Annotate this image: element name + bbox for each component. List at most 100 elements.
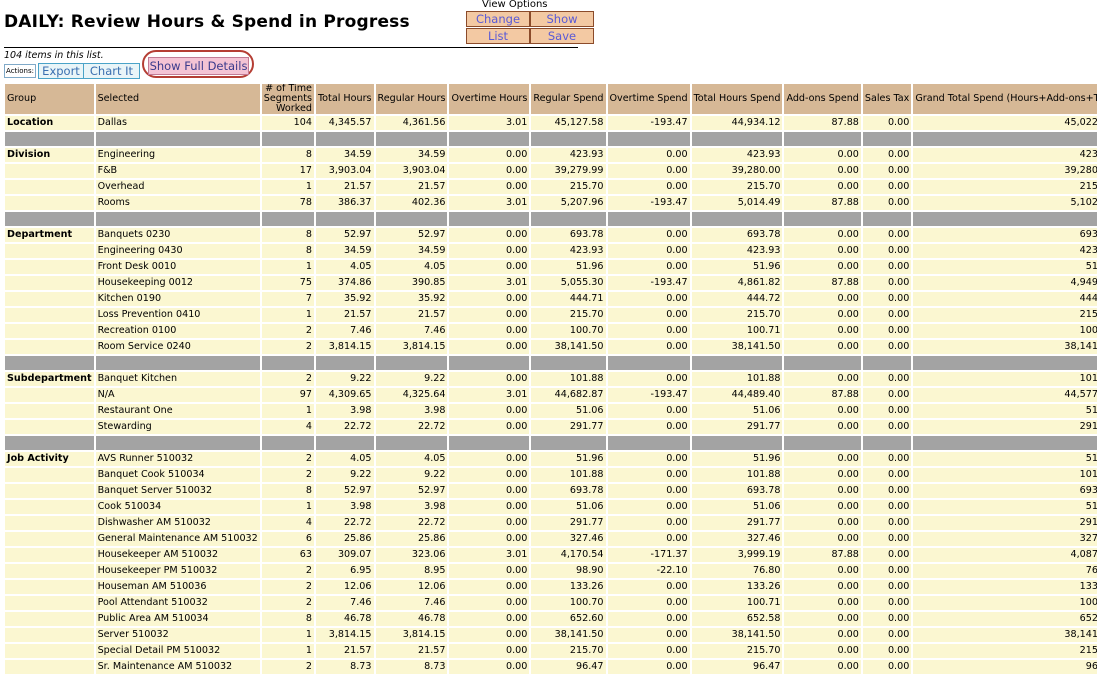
value-cell: 0.00	[784, 292, 861, 306]
separator-cell	[607, 356, 690, 370]
value-cell: 0.00	[784, 596, 861, 610]
separator-cell	[784, 132, 861, 146]
value-cell: 3,999.19	[691, 548, 783, 562]
value-cell: 4,361.56	[375, 116, 448, 130]
value-cell: 7.46	[375, 596, 448, 610]
table-row: Housekeeper AM 510032 63 309.07 323.06 3.01 4…	[5, 548, 1097, 562]
group-cell: Division	[5, 148, 94, 162]
value-cell: 38,141.50	[913, 628, 1097, 642]
value-cell: 0.00	[607, 372, 690, 386]
table-row: Server 510032 1 3,814.15 3,814.15 0.00 38,141…	[5, 628, 1097, 642]
table-row: Special Detail PM 510032 1 21.57 21.57 0.00 2…	[5, 644, 1097, 658]
column-header[interactable]: Regular Hours	[375, 84, 448, 114]
value-cell: 44,682.87	[531, 388, 606, 402]
value-cell: 0.00	[862, 660, 912, 674]
value-cell: 5,207.96	[531, 196, 606, 210]
separator-cell	[784, 356, 861, 370]
separator-row	[5, 356, 1097, 370]
table-row: Location Dallas 104 4,345.57 4,361.56 3.01 45,…	[5, 116, 1097, 130]
value-cell: 51.96	[913, 452, 1097, 466]
value-cell: 21.57	[315, 644, 374, 658]
value-cell: 133.26	[913, 580, 1097, 594]
value-cell: 327.46	[913, 532, 1097, 546]
separator-cell	[261, 356, 314, 370]
change-button[interactable]: Change	[466, 11, 530, 27]
value-cell: 87.88	[784, 116, 861, 130]
group-cell	[5, 548, 94, 562]
value-cell: 101.88	[913, 372, 1097, 386]
table-row: Rooms 78 386.37 402.36 3.01 5,207.96 -193.47 5,…	[5, 196, 1097, 210]
chart-it-button[interactable]: Chart It	[83, 63, 140, 79]
value-cell: 2	[261, 660, 314, 674]
value-cell: 8	[261, 484, 314, 498]
value-cell: 101.88	[691, 468, 783, 482]
value-cell: 51.06	[691, 500, 783, 514]
value-cell: 0.00	[607, 532, 690, 546]
group-cell	[5, 388, 94, 402]
column-header[interactable]: Total Hours	[315, 84, 374, 114]
value-cell: 0.00	[449, 324, 530, 338]
value-cell: 693.78	[691, 484, 783, 498]
value-cell: 34.59	[315, 244, 374, 258]
column-header[interactable]: Grand Total Spend (Hours+Add-ons+Tax)	[913, 84, 1097, 114]
column-header[interactable]: Sales Tax	[862, 84, 912, 114]
column-header[interactable]: Group	[5, 84, 94, 114]
value-cell: 0.00	[607, 660, 690, 674]
value-cell: 9.22	[315, 468, 374, 482]
group-cell	[5, 244, 94, 258]
group-cell	[5, 516, 94, 530]
value-cell: 309.07	[315, 548, 374, 562]
value-cell: 0.00	[784, 660, 861, 674]
value-cell: 291.77	[913, 420, 1097, 434]
list-button[interactable]: List	[466, 28, 530, 44]
value-cell: 78	[261, 196, 314, 210]
show-full-details-button[interactable]: Show Full Details	[148, 57, 249, 75]
column-header[interactable]: Overtime Spend	[607, 84, 690, 114]
selected-cell: Housekeeping 0012	[95, 276, 260, 290]
column-header[interactable]: Add-ons Spend	[784, 84, 861, 114]
value-cell: 0.00	[862, 452, 912, 466]
value-cell: 291.77	[531, 420, 606, 434]
value-cell: 423.93	[531, 244, 606, 258]
value-cell: 0.00	[449, 644, 530, 658]
value-cell: 374.86	[315, 276, 374, 290]
value-cell: 100.70	[531, 324, 606, 338]
export-button[interactable]: Export	[38, 63, 84, 79]
column-header[interactable]: Total Hours Spend	[691, 84, 783, 114]
value-cell: 44,934.12	[691, 116, 783, 130]
value-cell: 76.80	[913, 564, 1097, 578]
table-row: Overhead 1 21.57 21.57 0.00 215.70 0.00 215.70 0…	[5, 180, 1097, 194]
column-header[interactable]: # of Time Segments Worked	[261, 84, 314, 114]
value-cell: 0.00	[607, 420, 690, 434]
table-header-row: Group Selected # of Time Segments Worked…	[5, 84, 1097, 114]
value-cell: 1	[261, 180, 314, 194]
value-cell: 215.70	[913, 308, 1097, 322]
table-row: Restaurant One 1 3.98 3.98 0.00 51.06 0.00 51.0…	[5, 404, 1097, 418]
column-header[interactable]: Regular Spend	[531, 84, 606, 114]
value-cell: 52.97	[375, 228, 448, 242]
group-cell	[5, 292, 94, 306]
save-button[interactable]: Save	[530, 28, 594, 44]
column-header[interactable]: Selected	[95, 84, 260, 114]
value-cell: 96.47	[531, 660, 606, 674]
value-cell: 3,814.15	[315, 340, 374, 354]
value-cell: 327.46	[691, 532, 783, 546]
show-button[interactable]: Show	[530, 11, 594, 27]
separator-row	[5, 212, 1097, 226]
value-cell: 21.57	[375, 644, 448, 658]
value-cell: 3,814.15	[375, 340, 448, 354]
value-cell: 87.88	[784, 388, 861, 402]
value-cell: 0.00	[784, 260, 861, 274]
value-cell: 17	[261, 164, 314, 178]
selected-cell: Dishwasher AM 510032	[95, 516, 260, 530]
value-cell: -193.47	[607, 196, 690, 210]
selected-cell: Special Detail PM 510032	[95, 644, 260, 658]
column-header[interactable]: Overtime Hours	[449, 84, 530, 114]
separator-cell	[5, 212, 94, 226]
value-cell: 0.00	[449, 244, 530, 258]
table-body: Location Dallas 104 4,345.57 4,361.56 3.01 45,…	[5, 116, 1097, 674]
value-cell: -22.10	[607, 564, 690, 578]
value-cell: 3.01	[449, 388, 530, 402]
value-cell: 0.00	[449, 660, 530, 674]
value-cell: 0.00	[607, 628, 690, 642]
